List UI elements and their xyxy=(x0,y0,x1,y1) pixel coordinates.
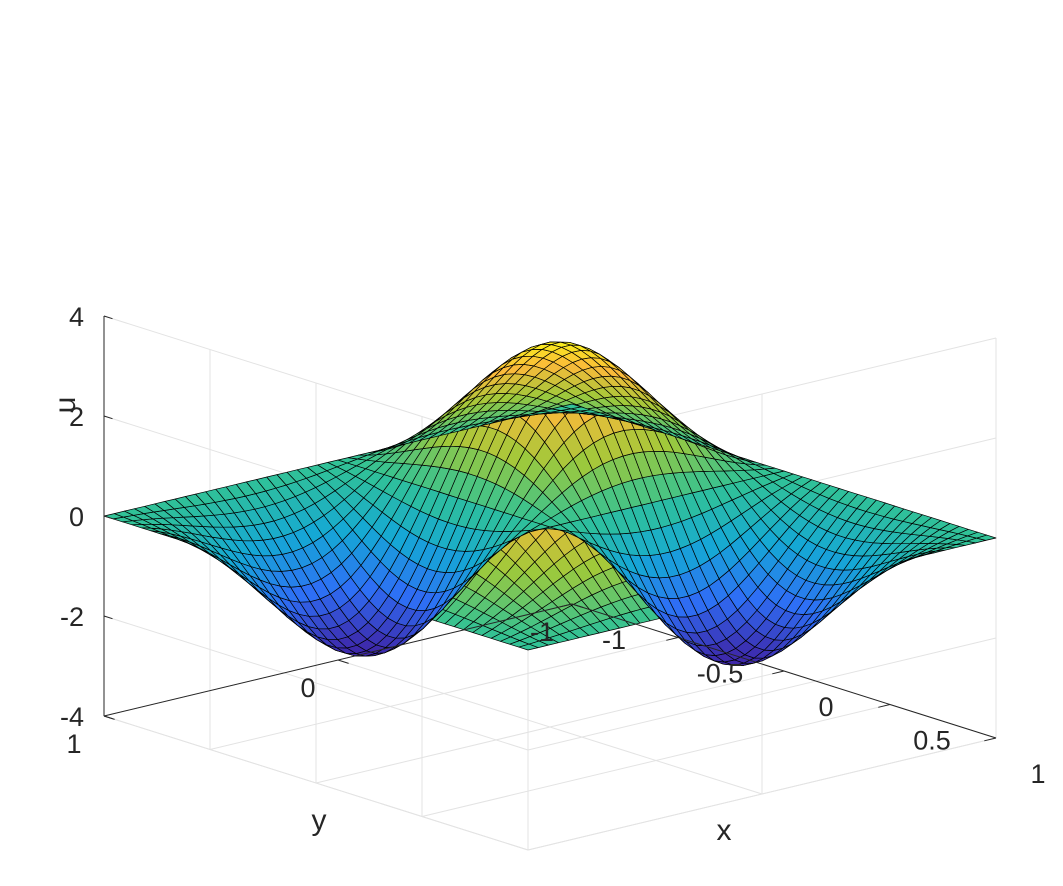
z-tick-label: -4 xyxy=(60,702,84,732)
y-tick-mark xyxy=(571,603,583,608)
z-tick-mark xyxy=(103,515,113,520)
grid-line xyxy=(103,615,529,751)
z-tick-label: 0 xyxy=(69,502,84,532)
surface-patch xyxy=(551,346,573,357)
y-tick-mark xyxy=(337,659,349,664)
z-tick-mark xyxy=(103,415,113,420)
grid-line xyxy=(103,715,529,851)
x-tick-mark xyxy=(772,670,785,675)
grid-line xyxy=(527,737,997,851)
z-tick-mark xyxy=(103,615,113,620)
axes xyxy=(103,315,997,742)
y-tick-label: -1 xyxy=(530,617,554,647)
grid-line xyxy=(527,637,997,751)
x-tick-mark xyxy=(878,704,891,708)
x-tick-label: 1 xyxy=(1030,759,1045,789)
grid-line xyxy=(337,659,763,795)
surface-patch xyxy=(561,403,582,410)
z-tick-mark xyxy=(103,715,113,720)
y-tick-label: 0 xyxy=(300,673,315,703)
x-tick-mark xyxy=(984,737,997,742)
z-axis-label: u xyxy=(49,397,82,414)
x-tick-label: 0 xyxy=(818,692,833,722)
x-tick-label: -1 xyxy=(602,625,626,655)
y-axis-label: y xyxy=(312,804,327,837)
z-tick-label: -2 xyxy=(60,602,84,632)
x-axis-label: x xyxy=(717,814,732,847)
surface-mesh xyxy=(103,341,997,666)
x-tick-label: 0.5 xyxy=(913,726,951,756)
z-tick-mark xyxy=(103,315,113,320)
x-tick-mark xyxy=(560,603,573,608)
z-tick-label: 4 xyxy=(69,302,84,332)
y-tick-label: 1 xyxy=(66,729,81,759)
x-tick-mark xyxy=(666,637,679,641)
x-tick-label: -0.5 xyxy=(697,659,744,689)
z-tick-label: 2 xyxy=(69,402,84,432)
